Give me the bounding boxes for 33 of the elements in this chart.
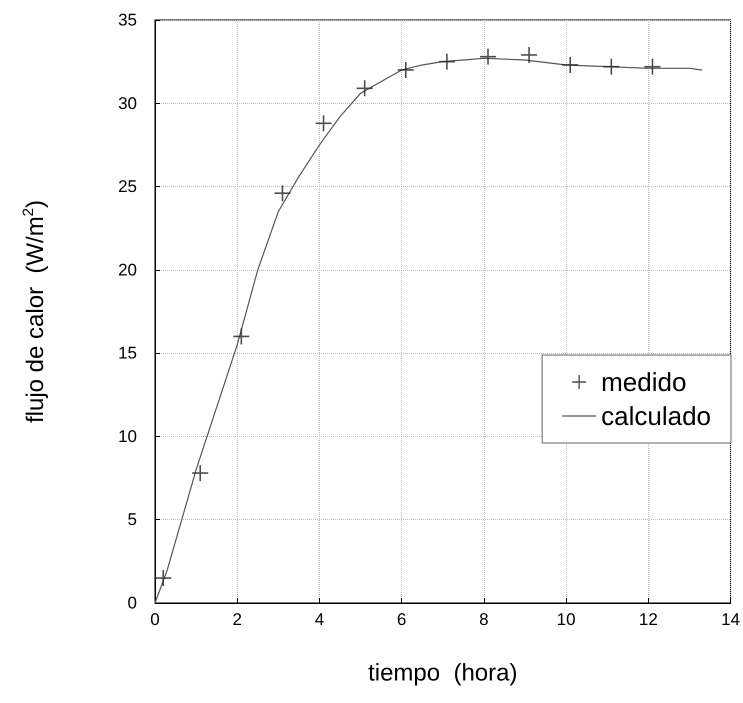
y-tick-label: 5	[128, 510, 137, 530]
x-tick-label: 6	[396, 610, 406, 629]
point	[438, 54, 455, 70]
y-tick-label: 10	[118, 426, 137, 446]
y-tick-label: 25	[118, 177, 137, 196]
x-tick-label: 10	[556, 610, 576, 629]
point	[155, 570, 172, 586]
y-tick-label: 35	[118, 10, 137, 30]
x-tick-label: 12	[638, 610, 658, 629]
point	[603, 58, 620, 75]
y-tick-label: 0	[128, 594, 137, 612]
x-tick-label: 14	[721, 610, 740, 629]
legend-label: medido	[601, 367, 686, 397]
point	[356, 80, 373, 96]
point	[562, 56, 578, 73]
point	[274, 185, 290, 202]
x-tick-label: 4	[314, 610, 324, 629]
x-tick-label: 0	[150, 610, 160, 629]
point	[644, 58, 660, 75]
legend-label: calculado	[601, 401, 712, 431]
point	[192, 465, 208, 482]
x-tick-label: 2	[232, 610, 242, 629]
y-tick-label: 30	[118, 94, 137, 113]
point	[316, 115, 332, 132]
point	[233, 328, 250, 344]
x-tick-label: 8	[479, 610, 489, 629]
x-axis-title: tiempo (hora)	[368, 660, 518, 686]
point	[480, 48, 496, 65]
y-tick-label: 15	[118, 344, 137, 363]
y-axis-title: flujo de calor (W/m2)	[20, 200, 49, 424]
y-tick-label: 20	[118, 260, 137, 280]
point	[398, 62, 414, 78]
point	[521, 46, 538, 63]
